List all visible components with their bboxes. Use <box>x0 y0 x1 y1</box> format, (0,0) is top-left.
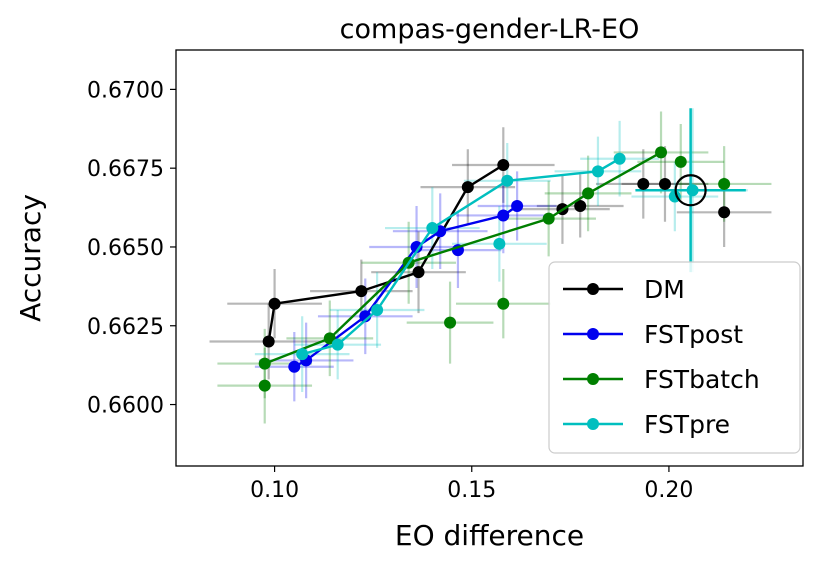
x-tick-label: 0.15 <box>447 478 496 503</box>
data-point-dm <box>268 297 281 310</box>
y-tick-label: 0.6600 <box>87 394 164 419</box>
legend-label-fstpost: FSTpost <box>644 320 743 349</box>
legend-marker-fstbatch <box>587 373 599 385</box>
data-point-dm <box>574 200 587 212</box>
x-tick-label: 0.20 <box>644 478 693 503</box>
data-point-fstpre <box>371 304 384 316</box>
axis-ticks: 0.10 0.15 0.20 0.6600 0.6625 0.6650 0.6675 0.67… <box>87 78 693 503</box>
y-tick-label: 0.6650 <box>87 236 164 261</box>
data-point-fstbatch <box>258 379 271 392</box>
y-tick-label: 0.6675 <box>87 157 164 182</box>
data-point-dm <box>355 285 368 298</box>
data-point-fstbatch <box>718 177 731 190</box>
data-point-dm <box>461 181 474 194</box>
data-point-fstbatch <box>655 146 668 159</box>
legend-box <box>548 261 801 454</box>
data-point-fstpost <box>288 360 301 373</box>
data-point-fstpre <box>296 348 309 361</box>
data-point-fstbatch <box>444 316 457 329</box>
data-point-dm <box>658 177 671 190</box>
chart-title: compas-gender-LR-EO <box>340 14 640 45</box>
y-tick-label: 0.6700 <box>87 78 164 103</box>
data-point-fstbatch <box>582 187 595 200</box>
legend-label-dm: DM <box>644 275 685 304</box>
data-point-dm <box>262 335 275 348</box>
y-axis-label: Accuracy <box>14 194 47 322</box>
data-point-fstbatch <box>542 212 555 225</box>
data-point-fstpre <box>501 174 514 187</box>
data-point-dm <box>637 177 650 190</box>
data-point-fstpre <box>613 152 626 165</box>
y-tick-label: 0.6625 <box>87 315 164 340</box>
legend-label-fstbatch: FSTbatch <box>644 365 760 394</box>
data-point-dm <box>412 266 425 279</box>
legend-label-fstpre: FSTpre <box>644 410 730 439</box>
data-point-fstpre <box>493 237 506 250</box>
x-axis-label: EO difference <box>395 519 584 552</box>
data-point-fstpre <box>331 338 344 351</box>
highlight-circle <box>674 174 707 207</box>
legend-marker-dm <box>587 283 599 295</box>
series-line-fstbatch <box>264 151 662 365</box>
data-point-fstpost <box>511 200 524 212</box>
legend-marker-fstpre <box>587 418 599 430</box>
legend-marker-fstpost <box>587 328 599 340</box>
data-point-fstpre <box>686 184 699 197</box>
legend: DM FSTpost FSTbatch FSTpre <box>548 261 801 454</box>
axes-frame <box>175 49 804 467</box>
data-point-fstbatch <box>258 357 271 370</box>
data-point-dm <box>497 159 510 172</box>
data-point-fstpost <box>410 240 423 253</box>
data-point-fstbatch <box>497 297 510 310</box>
x-tick-label: 0.10 <box>250 478 299 503</box>
data-point-fstpre <box>591 165 604 178</box>
data-point-fstpost <box>497 209 510 222</box>
plot-area <box>209 108 772 424</box>
data-point-dm <box>718 206 731 219</box>
data-point-fstpre <box>426 222 439 235</box>
data-point-fstbatch <box>674 155 687 168</box>
